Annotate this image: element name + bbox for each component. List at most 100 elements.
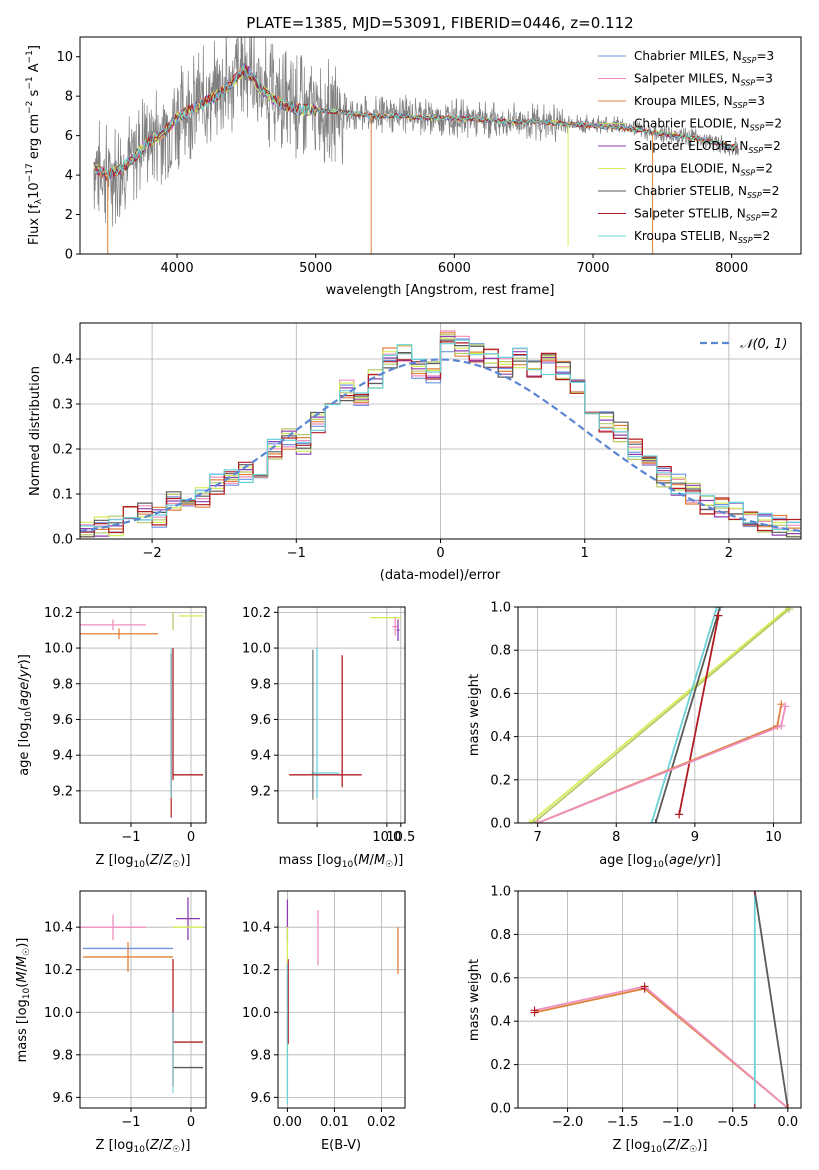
y-tick-label: 0.0 — [490, 817, 511, 832]
legend-label: Chabrier MILES, NSSP=3 — [634, 49, 774, 65]
x-tick-label: 5000 — [299, 261, 332, 276]
y-tick-label: 10.0 — [242, 642, 271, 657]
y-axis-label: mass [log10(M/M☉)] — [15, 938, 32, 1063]
axes-frame — [79, 606, 207, 824]
y-axis-label: Flux [fλ10−17 erg cm−2 s−1 A−1] — [25, 45, 44, 245]
y-tick-label: 10.4 — [44, 921, 73, 936]
y-axis-label: Normed distribution — [28, 366, 43, 496]
series-line — [654, 607, 721, 823]
y-tick-label: 6 — [65, 129, 73, 144]
series-marker — [530, 1006, 539, 1015]
x-tick-label: 0.00 — [273, 1115, 302, 1130]
plot-area — [286, 899, 399, 1104]
x-tick-label: 0 — [187, 830, 195, 845]
series-line — [533, 608, 790, 823]
y-tick-label: 9.6 — [250, 713, 271, 728]
series-line — [753, 891, 789, 1108]
x-tick-label: 0.0 — [777, 1115, 798, 1130]
series-marker — [783, 1104, 792, 1108]
legend-label: Kroupa ELODIE, NSSP=2 — [634, 162, 773, 178]
series-marker — [533, 819, 542, 823]
panel-massweight_vs_Z: −2.0 −1.5 −1.0 −0.5 0.0 0.0 0.2 0.4 0.6 0.8 1.0 Z [… — [467, 885, 802, 1155]
series-marker — [777, 700, 786, 709]
x-axis-label: (data-model)/error — [380, 568, 501, 583]
panel-massweight_vs_age: 7 8 9 10 0.0 0.2 0.4 0.6 0.8 1.0 age [log10(age/yr… — [467, 601, 802, 870]
panel-spectrum: 4000 5000 6000 7000 8000 0 2 4 6 8 10 wavelength [A… — [25, 36, 802, 298]
series-marker — [675, 810, 684, 819]
series-marker — [525, 819, 534, 823]
x-axis-label: E(B-V) — [321, 1138, 361, 1153]
x-axis-label: Z [log10(Z/Z☉)] — [613, 1138, 708, 1155]
plot-area — [289, 617, 401, 800]
x-tick-label: 8000 — [715, 261, 748, 276]
series-marker — [529, 819, 538, 823]
plot-area — [80, 330, 801, 538]
plot-area — [80, 612, 203, 818]
x-tick-label: 7000 — [576, 261, 609, 276]
x-tick-label: −1 — [121, 1115, 140, 1130]
x-tick-label: −1 — [121, 830, 140, 845]
legend-entry: Chabrier MILES, NSSP=3 — [598, 49, 774, 65]
legend-entry: Salpeter ELODIE, NSSP=2 — [598, 139, 781, 155]
x-tick-label: −2 — [143, 546, 162, 561]
y-axis-label: mass weight — [467, 674, 482, 756]
x-tick-label: −2.0 — [552, 1115, 584, 1130]
series-marker — [777, 721, 786, 730]
y-tick-label: 0.0 — [490, 1102, 511, 1117]
gaussian-curve — [80, 358, 801, 533]
y-tick-label: 0.2 — [490, 1058, 511, 1073]
axes-frame — [79, 36, 802, 255]
x-tick-label: 0 — [436, 546, 444, 561]
axes-frame — [277, 606, 406, 824]
x-tick-label: 7 — [534, 830, 542, 845]
series-line — [678, 615, 720, 815]
series-marker — [785, 607, 794, 614]
x-tick-label: 9 — [691, 830, 699, 845]
legend-label: Kroupa MILES, NSSP=3 — [634, 94, 765, 110]
plot-area — [525, 607, 794, 823]
panel-residuals: −2 −1 0 1 2 0.0 0.1 0.2 0.3 0.4 (data-model)/error… — [28, 322, 802, 583]
legend-entry: Salpeter STELIB, NSSP=2 — [598, 207, 778, 223]
series-line — [650, 607, 718, 823]
series-marker — [750, 1104, 759, 1108]
y-tick-label: 0.2 — [52, 443, 73, 458]
legend-entry: Kroupa ELODIE, NSSP=2 — [598, 162, 773, 178]
series-marker — [651, 819, 660, 823]
x-tick-label: 0 — [187, 1115, 195, 1130]
y-tick-label: 0.1 — [52, 488, 73, 503]
legend-label: 𝒩(0, 1) — [740, 337, 787, 352]
model-spectrum-line — [93, 64, 739, 181]
x-axis-label: Z [log10(Z/Z☉)] — [96, 1138, 191, 1155]
y-tick-label: 4 — [65, 169, 73, 184]
panel-age_vs_Z: −1 0 9.2 9.4 9.6 9.8 10.0 10.2 Z [log10(Z/Z☉)] ag… — [17, 606, 207, 870]
y-tick-label: 2 — [65, 208, 73, 223]
series-line — [534, 987, 789, 1108]
y-tick-label: 1.0 — [490, 601, 511, 616]
legend-label: Kroupa STELIB, NSSP=2 — [634, 229, 770, 245]
axes-frame — [79, 890, 207, 1109]
histogram-step — [80, 330, 801, 529]
plot-area — [80, 897, 203, 1094]
y-tick-label: 0.4 — [490, 730, 511, 745]
y-tick-label: 10.0 — [242, 1006, 271, 1021]
y-axis-label: age [log10(age/yr)] — [17, 654, 34, 776]
legend-entry: Chabrier STELIB, NSSP=2 — [598, 184, 779, 200]
series-marker — [714, 611, 723, 620]
y-tick-label: 0.2 — [490, 773, 511, 788]
y-tick-label: 0.8 — [490, 928, 511, 943]
legend-label: Chabrier ELODIE, NSSP=2 — [634, 117, 782, 133]
x-axis-label: wavelength [Angstrom, rest frame] — [326, 283, 555, 298]
legend-label: Salpeter MILES, NSSP=3 — [634, 72, 773, 88]
y-tick-label: 10.2 — [44, 963, 73, 978]
legend: Chabrier MILES, NSSP=3 Salpeter MILES, NS… — [598, 49, 782, 245]
y-tick-label: 0 — [65, 248, 73, 263]
y-tick-label: 10.0 — [44, 1006, 73, 1021]
y-tick-label: 0.6 — [490, 971, 511, 986]
legend-label: Chabrier STELIB, NSSP=2 — [634, 184, 779, 200]
x-tick-label: 1 — [581, 546, 589, 561]
series-marker — [712, 607, 721, 611]
y-tick-label: 0.4 — [52, 353, 73, 368]
x-axis-label: Z [log10(Z/Z☉)] — [96, 853, 191, 870]
